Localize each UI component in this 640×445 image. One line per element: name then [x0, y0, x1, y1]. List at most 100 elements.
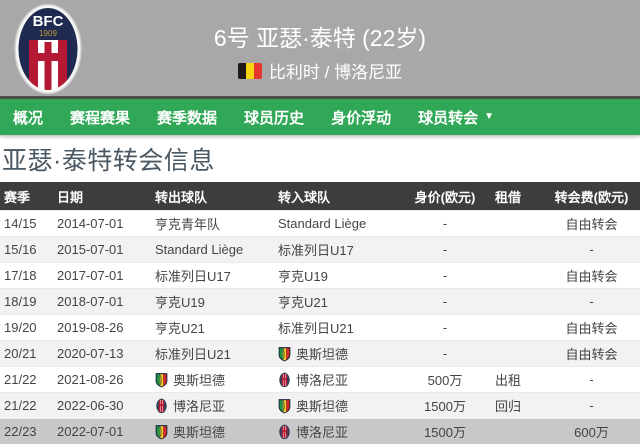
nav-bar: 概况 赛程赛果 赛季数据 球员历史 身价浮动 球员转会 ▼ [0, 99, 640, 135]
col-market-value: 身价(欧元) [399, 182, 491, 211]
nav-item-season-stats[interactable]: 赛季数据 [157, 109, 218, 127]
fee-cell: 自由转会 [543, 314, 640, 341]
market-value-cell: 500万 [399, 366, 491, 393]
oostende-crest-icon [278, 346, 291, 362]
market-value-cell: - [399, 340, 491, 367]
market-value-cell: 1500万 [399, 392, 491, 419]
market-value-cell: - [399, 288, 491, 315]
nav-item-transfers[interactable]: 球员转会 ▼ [418, 109, 494, 127]
from-team-cell: 标准列日U17 [151, 262, 274, 289]
date-cell: 2022-07-01 [53, 418, 151, 444]
team-name: 亨克U19 [278, 269, 328, 284]
from-team-cell: 奥斯坦德 [151, 418, 274, 444]
date-cell: 2015-07-01 [53, 236, 151, 263]
market-value-cell: - [399, 262, 491, 289]
team-name: Standard Liège [155, 242, 244, 257]
table-row: 21/22 2021-08-26 奥斯坦德 博洛尼亚 500万 出租 - [0, 366, 640, 393]
nationality-club: 比利时 / 博洛尼亚 [268, 63, 403, 82]
oostende-crest-icon [155, 372, 168, 388]
table-row: 20/21 2020-07-13 标准列日U21 奥斯坦德 - 自由转会 [0, 340, 640, 367]
table-row: 18/19 2018-07-01 亨克U19 亨克U21 - - [0, 288, 640, 315]
oostende-crest-icon [155, 424, 168, 440]
loan-cell [491, 236, 543, 263]
date-cell: 2019-08-26 [53, 314, 151, 341]
team-name: 亨克青年队 [155, 217, 221, 232]
belgium-flag-icon [237, 62, 262, 79]
bologna-crest-icon [278, 424, 291, 440]
loan-cell [491, 340, 543, 367]
col-loan: 租借 [491, 182, 543, 211]
player-header: BFC 1909 6号 亚瑟·泰特 (22岁) 比利时 / 博洛尼亚 [0, 0, 640, 96]
page-title: 6号 亚瑟·泰特 (22岁) [213, 25, 427, 51]
date-cell: 2021-08-26 [53, 366, 151, 393]
to-team-cell: 亨克U19 [274, 262, 399, 289]
fee-cell: - [543, 366, 640, 393]
date-cell: 2020-07-13 [53, 340, 151, 367]
season-cell: 19/20 [0, 314, 53, 341]
loan-cell: 回归 [491, 392, 543, 419]
to-team-cell: Standard Liège [274, 210, 399, 237]
table-row-highlighted: 22/23 2022-07-01 奥斯坦德 博洛尼亚 1500万 600万 [0, 418, 640, 444]
fee-cell: 600万 [543, 418, 640, 444]
section-title: 亚瑟·泰特转会信息 [2, 147, 215, 175]
loan-cell [491, 314, 543, 341]
table-row: 17/18 2017-07-01 标准列日U17 亨克U19 - 自由转会 [0, 262, 640, 289]
to-team-cell: 标准列日U21 [274, 314, 399, 341]
date-cell: 2017-07-01 [53, 262, 151, 289]
to-team-cell: 博洛尼亚 [274, 366, 399, 393]
team-name: 标准列日U17 [155, 269, 231, 284]
market-value-cell: - [399, 210, 491, 237]
team-name: 奥斯坦德 [296, 399, 349, 414]
season-cell: 17/18 [0, 262, 53, 289]
table-row: 19/20 2019-08-26 亨克U21 标准列日U21 - 自由转会 [0, 314, 640, 341]
team-name: 亨克U21 [155, 321, 205, 336]
season-cell: 18/19 [0, 288, 53, 315]
season-cell: 21/22 [0, 366, 53, 393]
chevron-down-icon: ▼ [484, 111, 494, 122]
market-value-cell: - [399, 314, 491, 341]
to-team-cell: 亨克U21 [274, 288, 399, 315]
loan-cell [491, 210, 543, 237]
to-team-cell: 博洛尼亚 [274, 418, 399, 444]
bologna-crest-icon [155, 398, 168, 414]
loan-cell [491, 418, 543, 444]
col-from-team: 转出球队 [151, 182, 274, 211]
season-cell: 20/21 [0, 340, 53, 367]
nav-item-player-history[interactable]: 球员历史 [244, 109, 305, 127]
from-team-cell: 博洛尼亚 [151, 392, 274, 419]
nav-item-fixtures[interactable]: 赛程赛果 [70, 109, 131, 127]
col-fee: 转会费(欧元) [543, 182, 640, 211]
col-to-team: 转入球队 [274, 182, 399, 211]
season-cell: 15/16 [0, 236, 53, 263]
team-name: 亨克U19 [155, 295, 205, 310]
team-name: 标准列日U21 [155, 347, 231, 362]
team-name: Standard Liège [278, 216, 367, 231]
table-row: 15/16 2015-07-01 Standard Liège 标准列日U17 … [0, 236, 640, 263]
date-cell: 2018-07-01 [53, 288, 151, 315]
nav-item-market-value[interactable]: 身价浮动 [331, 109, 392, 127]
loan-cell: 出租 [491, 366, 543, 393]
logo-year: 1909 [39, 29, 57, 38]
date-cell: 2014-07-01 [53, 210, 151, 237]
bologna-crest-icon [278, 372, 291, 388]
team-name: 奥斯坦德 [173, 373, 226, 388]
loan-cell [491, 288, 543, 315]
season-cell: 14/15 [0, 210, 53, 237]
logo-abbr: BFC [33, 13, 64, 30]
col-season: 赛季 [0, 182, 53, 211]
market-value-cell: 1500万 [399, 418, 491, 444]
nav-item-overview[interactable]: 概况 [13, 109, 44, 127]
table-row: 21/22 2022-06-30 博洛尼亚 奥斯坦德 1500万 回归 - [0, 392, 640, 419]
market-value-cell: - [399, 236, 491, 263]
team-name: 博洛尼亚 [173, 399, 226, 414]
team-name: 亨克U21 [278, 295, 328, 310]
table-header-row: 赛季 日期 转出球队 转入球队 身价(欧元) 租借 转会费(欧元) [0, 182, 640, 211]
from-team-cell: 奥斯坦德 [151, 366, 274, 393]
from-team-cell: Standard Liège [151, 236, 274, 263]
team-name: 奥斯坦德 [173, 425, 226, 440]
fee-cell: - [543, 236, 640, 263]
to-team-cell: 标准列日U17 [274, 236, 399, 263]
col-date: 日期 [53, 182, 151, 211]
fee-cell: - [543, 288, 640, 315]
from-team-cell: 标准列日U21 [151, 340, 274, 367]
